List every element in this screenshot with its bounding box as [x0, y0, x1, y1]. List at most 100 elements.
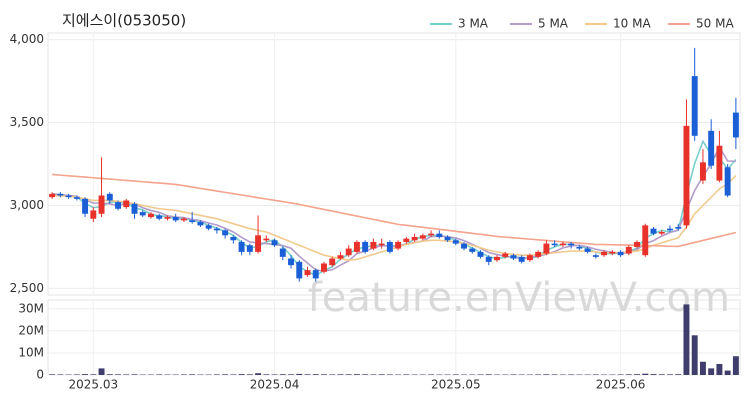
candle-body [362, 241, 369, 252]
candle-body [49, 193, 56, 198]
volume-bar [304, 374, 311, 375]
volume-bar [370, 374, 377, 375]
candle-body [650, 228, 657, 234]
legend-label: 10 MA [613, 17, 651, 31]
volume-bar [263, 374, 270, 375]
candle-body [444, 236, 451, 241]
candle-body [205, 225, 212, 229]
volume-bar [592, 374, 599, 375]
volume-bar [73, 374, 80, 375]
volume-bar [510, 374, 517, 375]
candle-body [411, 236, 418, 241]
candle-body [428, 233, 435, 236]
volume-bar [57, 374, 64, 375]
volume-bar [82, 374, 89, 375]
volume-bar [568, 374, 575, 375]
volume-bar [123, 374, 130, 375]
candle-body [312, 270, 319, 279]
price-panel [47, 32, 741, 296]
x-tick-label: 2025.04 [250, 378, 300, 392]
volume-bar [312, 374, 319, 375]
candle-body [559, 243, 566, 246]
candle-body [148, 213, 154, 218]
candle-body [164, 217, 171, 219]
candle-body [337, 255, 344, 259]
candle-body [642, 225, 649, 256]
candle-body [296, 261, 303, 279]
candle-body [353, 241, 360, 252]
legend-label: 50 MA [696, 17, 734, 31]
candle-body [329, 258, 336, 266]
volume-bar [238, 374, 245, 375]
candle-body [526, 255, 533, 261]
candle-body [461, 243, 467, 249]
candle-body [90, 210, 97, 219]
volume-bar [428, 374, 435, 375]
candle-body [576, 246, 583, 249]
volume-bar [213, 374, 220, 375]
volume-bar [106, 374, 113, 375]
volume-bar [378, 374, 385, 375]
candle-body [667, 228, 673, 231]
volume-bar [49, 374, 56, 375]
volume-bar [724, 370, 731, 375]
x-tick-label: 2025.03 [68, 378, 118, 392]
candle-body [716, 145, 723, 181]
candle-body [436, 233, 443, 237]
volume-bar [543, 374, 550, 375]
candle-body [123, 200, 130, 208]
volume-bar [98, 368, 105, 375]
watermark: feature.enViewV.com [308, 275, 730, 321]
candle-body [230, 236, 237, 241]
candle-body [518, 256, 525, 262]
candle-body [370, 241, 377, 249]
candle-body [82, 198, 89, 214]
volume-bar [329, 374, 336, 375]
volume-bar [551, 374, 558, 375]
y-tick-label: 3,000 [10, 198, 44, 212]
volume-bar [650, 374, 657, 375]
candle-body [345, 248, 352, 256]
volume-bar [452, 374, 459, 375]
candle-body [139, 212, 146, 216]
candle-body [213, 228, 220, 231]
volume-bar [691, 335, 698, 375]
volume-bar [255, 373, 262, 375]
candle-body [601, 251, 608, 256]
candle-body [477, 251, 484, 257]
candle-body [238, 241, 245, 252]
candle-body [469, 248, 476, 252]
candle-body [494, 256, 500, 261]
volume-bar [485, 374, 492, 375]
candle-body [378, 243, 385, 246]
x-tick-label: 2025.06 [596, 378, 646, 392]
chart-title: 지에스이(053050) [62, 12, 186, 30]
y-tick-label: 2,500 [10, 281, 44, 295]
candle-body [321, 263, 327, 272]
candle-body [403, 238, 410, 242]
y-tick-label: 10M [18, 345, 44, 359]
volume-bar [246, 374, 253, 375]
volume-panel [47, 299, 741, 376]
volume-bar [625, 374, 632, 375]
y-tick-label: 30M [18, 301, 44, 315]
volume-bar [156, 374, 163, 375]
candle-body [691, 76, 698, 136]
candle-body [592, 255, 599, 257]
candle-body [699, 162, 706, 181]
candle-body [683, 125, 690, 226]
volume-bar [353, 374, 360, 375]
y-tick-label: 3,500 [10, 115, 44, 129]
candle-body [57, 193, 64, 196]
candle-body [535, 251, 542, 257]
volume-bar [403, 374, 410, 375]
volume-bar [535, 374, 542, 375]
candle-body [180, 218, 187, 221]
ma-line [52, 173, 737, 248]
volume-bar [180, 374, 187, 375]
volume-bar [732, 356, 739, 375]
candle-body [222, 230, 229, 236]
volume-bar [708, 368, 715, 375]
candle-body [263, 238, 270, 241]
